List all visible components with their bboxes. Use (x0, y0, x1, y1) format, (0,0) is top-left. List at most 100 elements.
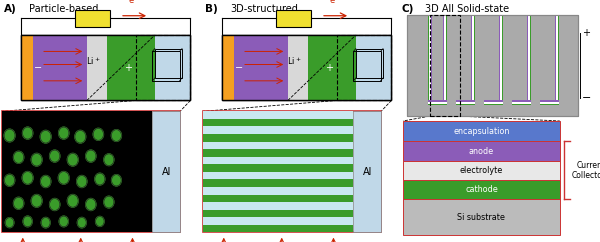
Bar (203, 210, 353, 217)
Bar (222, 35, 233, 100)
Bar (484, 104, 503, 106)
Text: Li$^+$: Li$^+$ (287, 55, 302, 67)
Bar (203, 126, 353, 134)
Text: B): B) (205, 4, 218, 14)
Bar (500, 15, 502, 106)
Text: −: − (235, 63, 243, 73)
Bar (512, 104, 531, 106)
Bar (484, 102, 503, 104)
Bar (203, 202, 353, 210)
Bar (233, 35, 288, 100)
Circle shape (13, 151, 24, 163)
Bar (2, 111, 180, 232)
Circle shape (31, 195, 42, 207)
Circle shape (5, 218, 14, 228)
Bar (2, 111, 152, 232)
Bar (353, 52, 380, 81)
Circle shape (67, 153, 78, 166)
Circle shape (23, 127, 33, 139)
Text: Current
Collectors: Current Collectors (572, 161, 600, 180)
Bar (428, 15, 429, 106)
Bar (530, 15, 531, 106)
Bar (203, 179, 353, 187)
Text: electrolyte: electrolyte (460, 166, 503, 175)
Bar (32, 35, 87, 100)
Bar (512, 100, 531, 102)
Bar (136, 35, 190, 100)
Circle shape (40, 130, 51, 143)
Bar (203, 187, 353, 195)
Bar (528, 15, 530, 106)
Bar (499, 15, 500, 106)
Bar (403, 180, 560, 199)
Circle shape (13, 197, 24, 209)
Text: +: + (582, 28, 590, 38)
Bar (403, 161, 560, 180)
Bar (20, 35, 32, 100)
Circle shape (59, 127, 69, 139)
Bar (203, 111, 353, 119)
Bar (107, 35, 155, 100)
Circle shape (41, 218, 50, 228)
Bar (556, 15, 558, 106)
Bar (539, 102, 559, 104)
Bar (444, 15, 446, 106)
Bar (288, 35, 308, 100)
Circle shape (86, 198, 96, 211)
Circle shape (77, 175, 87, 188)
Circle shape (112, 175, 121, 186)
Text: Al: Al (362, 167, 372, 177)
Bar (356, 35, 391, 100)
Text: +: + (325, 63, 332, 73)
Bar (455, 100, 475, 102)
Bar (155, 35, 190, 100)
Bar (203, 217, 353, 225)
Circle shape (93, 128, 103, 140)
Bar (403, 121, 560, 142)
Text: C): C) (401, 4, 413, 14)
Text: 3D All Solid-state: 3D All Solid-state (425, 4, 509, 14)
Bar (222, 35, 391, 100)
Bar (403, 142, 560, 161)
Text: 3D-structured: 3D-structured (230, 4, 298, 14)
Bar (512, 102, 531, 104)
Bar (407, 15, 578, 116)
Circle shape (75, 130, 86, 143)
Text: Al: Al (161, 167, 171, 177)
Circle shape (104, 154, 114, 166)
Bar (455, 102, 475, 104)
Bar (446, 15, 447, 106)
Circle shape (59, 216, 68, 227)
Circle shape (4, 174, 15, 186)
Bar (428, 104, 447, 106)
Circle shape (31, 153, 42, 166)
Circle shape (50, 198, 60, 211)
Text: Particle-based: Particle-based (29, 4, 98, 14)
Bar (152, 52, 179, 81)
Bar (539, 104, 559, 106)
Bar (203, 149, 353, 157)
Bar (443, 15, 444, 106)
Circle shape (77, 218, 86, 228)
Circle shape (95, 173, 105, 185)
Circle shape (112, 130, 121, 141)
Bar (74, 10, 110, 27)
Bar (429, 15, 431, 106)
Text: encapsulation: encapsulation (453, 127, 509, 136)
Bar (152, 111, 180, 232)
Bar (430, 15, 460, 116)
Bar (407, 15, 578, 116)
Circle shape (50, 150, 60, 162)
Circle shape (104, 196, 114, 208)
Bar (484, 100, 503, 102)
Circle shape (95, 216, 104, 227)
Bar (356, 48, 383, 78)
Bar (203, 119, 353, 126)
Text: A): A) (4, 4, 17, 14)
Bar (203, 195, 353, 202)
Bar (203, 164, 353, 172)
Bar (20, 35, 190, 100)
Bar (470, 15, 472, 106)
Bar (308, 35, 356, 100)
Text: −: − (34, 63, 42, 73)
